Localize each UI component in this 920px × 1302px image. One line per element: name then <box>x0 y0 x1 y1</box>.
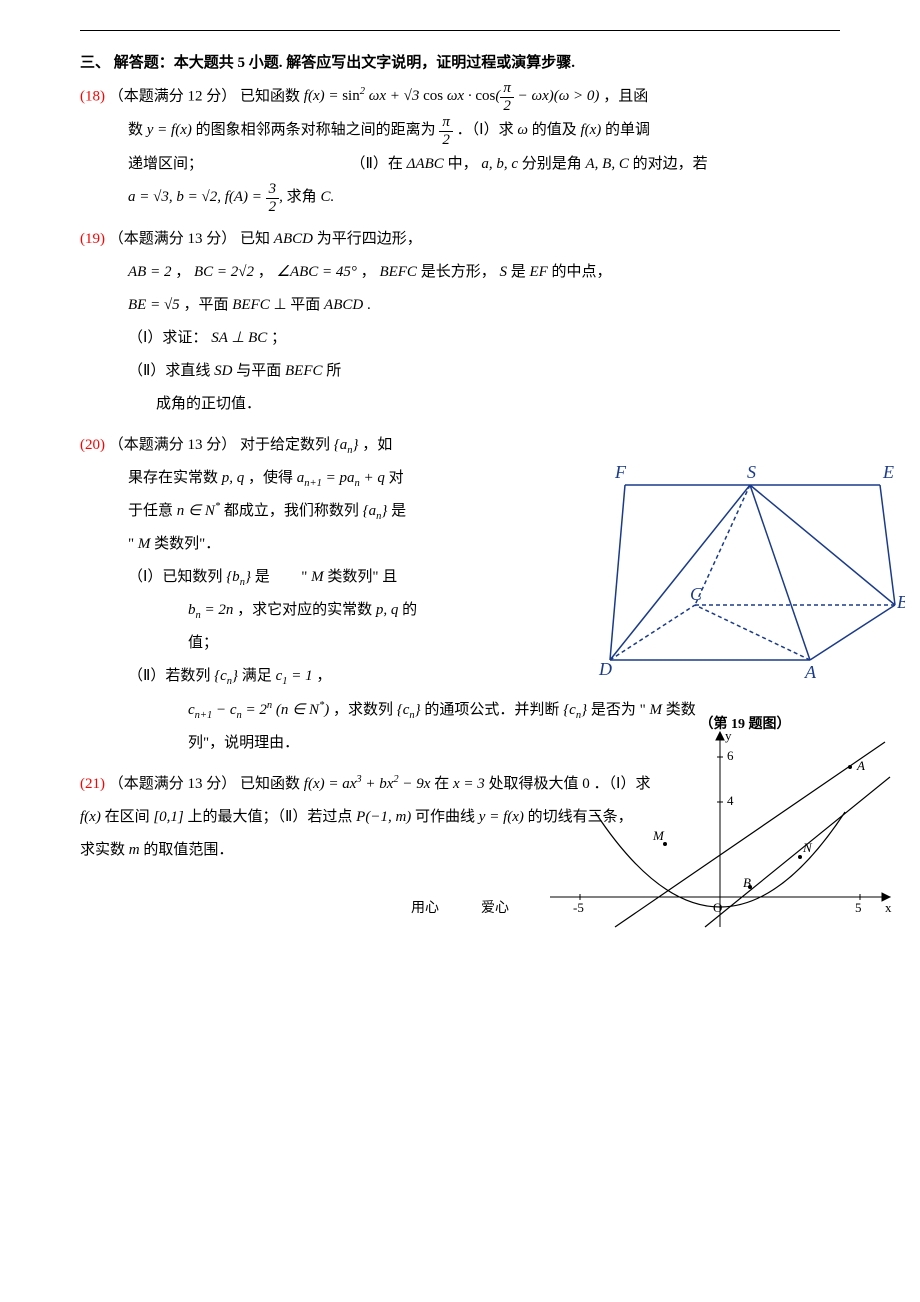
figure-bottom-svg: y x O -5 5 6 4 A M N B <box>535 722 900 932</box>
svg-text:x: x <box>885 900 892 915</box>
svg-text:y: y <box>725 728 732 743</box>
problem-19: (19) （本题满分 13 分） 已知 ABCD 为平行四边形， AB = 2 … <box>80 223 840 421</box>
figure-bottom: y x O -5 5 6 4 A M N B <box>535 722 900 937</box>
p19-part1: （Ⅰ）求证： SA ⊥ BC ； <box>80 330 286 346</box>
svg-text:O: O <box>713 900 722 915</box>
svg-text:S: S <box>747 462 756 482</box>
svg-text:5: 5 <box>855 900 862 915</box>
p18-line4: a = √3, b = √2, f(A) = 32, 求角 C. <box>80 189 334 205</box>
p18-func: f(x) = sin2 ωx + √3 cos ωx · cos(π2 − ωx… <box>304 88 600 104</box>
svg-text:F: F <box>614 462 627 482</box>
svg-text:M: M <box>652 828 665 843</box>
svg-text:D: D <box>598 659 612 679</box>
svg-text:4: 4 <box>727 793 734 808</box>
svg-text:6: 6 <box>727 748 734 763</box>
p18-score: （本题满分 12 分） <box>109 88 237 104</box>
svg-text:E: E <box>882 462 894 482</box>
svg-text:B: B <box>897 592 905 612</box>
p18-line2: 数 y = f(x) 的图象相邻两条对称轴之间的距离为 π2 ．（Ⅰ）求 ω 的… <box>80 122 650 138</box>
svg-text:A: A <box>804 662 817 682</box>
p18-intro: 已知函数 <box>240 88 304 104</box>
p19-num: (19) <box>80 231 105 247</box>
svg-text:N: N <box>802 840 813 855</box>
svg-text:C: C <box>690 584 703 604</box>
svg-text:-5: -5 <box>573 900 584 915</box>
p18-line3: 递增区间； （Ⅱ）在 ΔABC 中， a, b, c 分别是角 A, B, C … <box>80 156 708 172</box>
problem-18: (18) （本题满分 12 分） 已知函数 f(x) = sin2 ωx + √… <box>80 80 840 215</box>
p19-part2: （Ⅱ）求直线 SD 与平面 BEFC 所 <box>80 363 341 379</box>
svg-text:A: A <box>856 758 865 773</box>
p18-cont: ，且函 <box>603 88 648 104</box>
figure-19-svg: F S E D A C B <box>585 460 905 700</box>
p19-line2: AB = 2 ， BC = 2√2 ， ∠ABC = 45° ， BEFC 是长… <box>80 264 612 280</box>
figure-19: F S E D A C B （第 19 题图） <box>585 460 905 733</box>
top-rule <box>80 30 840 31</box>
section-title: 三、 解答题：本大题共 5 小题. 解答应写出文字说明，证明过程或演算步骤. <box>80 51 840 72</box>
p19-line3: BE = √5 ，平面 BEFC ⊥ 平面 ABCD . <box>80 297 371 313</box>
p18-num: (18) <box>80 88 105 104</box>
svg-text:B: B <box>743 875 751 890</box>
